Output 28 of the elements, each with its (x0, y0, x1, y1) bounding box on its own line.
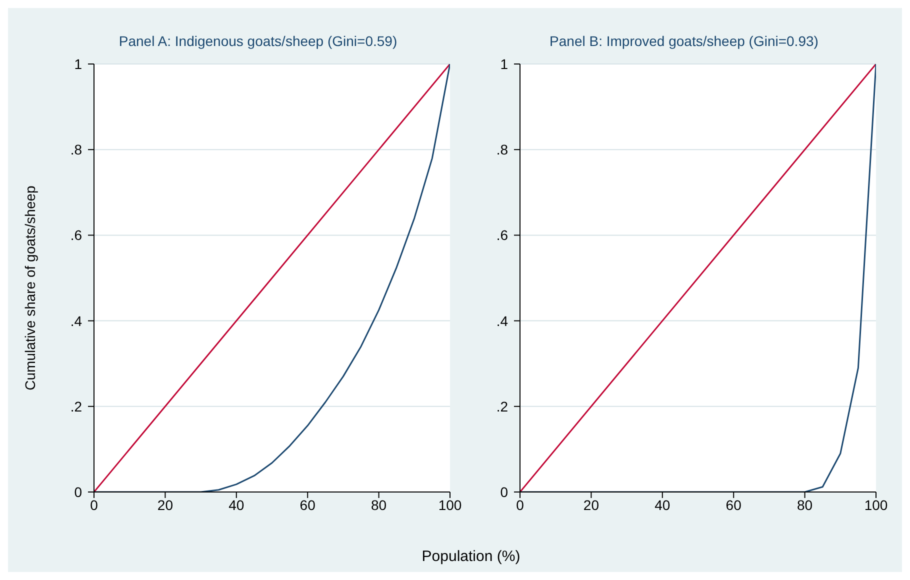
chart-title: Panel A: Indigenous goats/sheep (Gini=0.59) (118, 32, 398, 51)
y-tick-label: .8 (496, 142, 508, 158)
y-tick-label: .6 (70, 227, 82, 244)
y-tick-label: .2 (70, 398, 82, 414)
x-axis-title: Population (%) (420, 548, 522, 565)
y-axis-title: Cumulative share of goats/sheep (22, 186, 38, 390)
y-tick-label: .2 (496, 398, 508, 414)
x-tick-label: 40 (228, 496, 244, 513)
x-tick-label: 0 (90, 496, 98, 513)
y-tick-label: .4 (70, 312, 82, 329)
x-tick-label: 60 (300, 496, 316, 513)
x-tick-label: 60 (726, 496, 742, 513)
y-tick-label: 0 (74, 484, 82, 500)
x-tick-label: 100 (864, 496, 888, 513)
y-tick-label: .4 (496, 312, 508, 329)
x-tick-label: 80 (797, 496, 813, 513)
y-tick-label: 0 (500, 484, 508, 500)
y-tick-label: 1 (74, 56, 82, 72)
chart-title: Panel B: Improved goats/sheep (Gini=0.93) (548, 32, 820, 51)
y-tick-label: .8 (70, 142, 82, 158)
x-tick-label: 40 (654, 496, 670, 513)
x-tick-label: 80 (371, 496, 387, 513)
x-tick-label: 20 (157, 496, 174, 513)
x-tick-label: 100 (438, 496, 462, 513)
y-tick-label: 1 (500, 56, 508, 72)
x-tick-label: 0 (516, 496, 524, 513)
x-tick-label: 20 (583, 496, 600, 513)
y-tick-label: .6 (496, 227, 508, 244)
